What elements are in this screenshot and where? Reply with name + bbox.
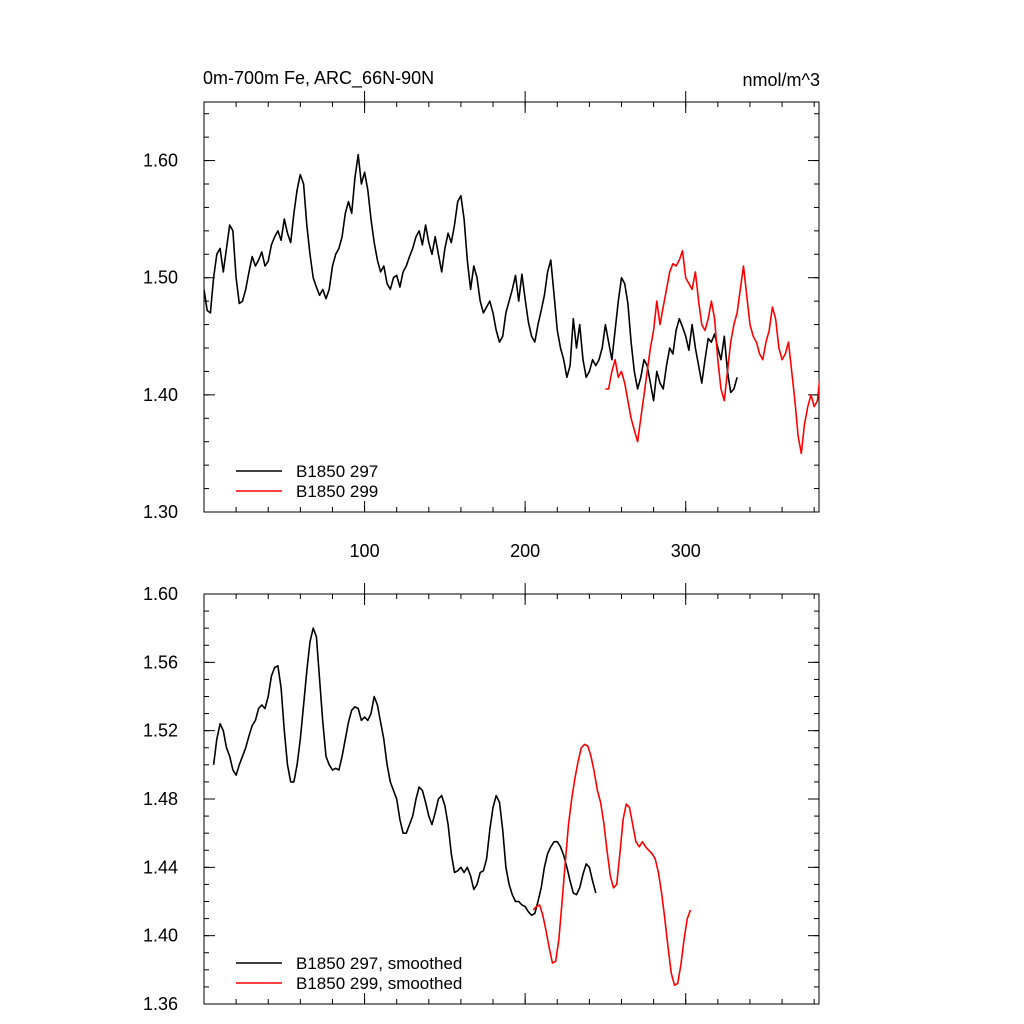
series-line-b1850-299-smoothed [532, 743, 692, 987]
series-line-b1850-297-smoothed [212, 627, 597, 917]
legend-label-297: B1850 297 [296, 462, 378, 481]
x-tick-label: 200 [510, 541, 540, 561]
bottom-axis-ticks [204, 583, 819, 1005]
bottom-legend: B1850 297, smoothed B1850 299, smoothed [236, 954, 462, 993]
legend-label-297-smoothed: B1850 297, smoothed [296, 954, 462, 973]
y-tick-label: 1.40 [143, 385, 178, 405]
y-tick-label: 1.44 [143, 857, 178, 877]
y-tick-label: 1.30 [143, 502, 178, 522]
top-panel: 0m-700m Fe, ARC_66N-90N nmol/m^3 1.30 1.4… [143, 68, 820, 561]
x-tick-label: 100 [350, 541, 380, 561]
y-tick-label: 1.48 [143, 789, 178, 809]
y-tick-label: 1.60 [143, 584, 178, 604]
top-axis-tick-labels: 1.30 1.40 1.50 1.60 100 200 300 [143, 151, 701, 561]
bottom-axis-tick-labels: 1.36 1.40 1.44 1.48 1.52 1.56 1.60 [143, 584, 178, 1014]
legend-label-299-smoothed: B1850 299, smoothed [296, 974, 462, 993]
y-tick-label: 1.50 [143, 268, 178, 288]
chart-title: 0m-700m Fe, ARC_66N-90N [203, 68, 434, 89]
legend-label-299: B1850 299 [296, 482, 378, 501]
series-line-b1850-297 [204, 153, 738, 402]
top-axis-ticks [204, 91, 819, 513]
units-label: nmol/m^3 [743, 70, 820, 90]
bottom-plot-frame [203, 593, 820, 1005]
top-legend: B1850 297 B1850 299 [236, 462, 378, 501]
y-tick-label: 1.36 [143, 994, 178, 1014]
top-series-lines [204, 153, 819, 455]
y-tick-label: 1.56 [143, 652, 178, 672]
series-line-b1850-299 [605, 250, 819, 455]
y-tick-label: 1.40 [143, 926, 178, 946]
y-tick-label: 1.52 [143, 721, 178, 741]
x-tick-label: 300 [671, 541, 701, 561]
y-tick-label: 1.60 [143, 151, 178, 171]
top-plot-frame [203, 101, 820, 513]
bottom-series-lines [212, 627, 692, 987]
bottom-panel: 1.36 1.40 1.44 1.48 1.52 1.56 1.60 B1850 297, … [143, 583, 820, 1014]
